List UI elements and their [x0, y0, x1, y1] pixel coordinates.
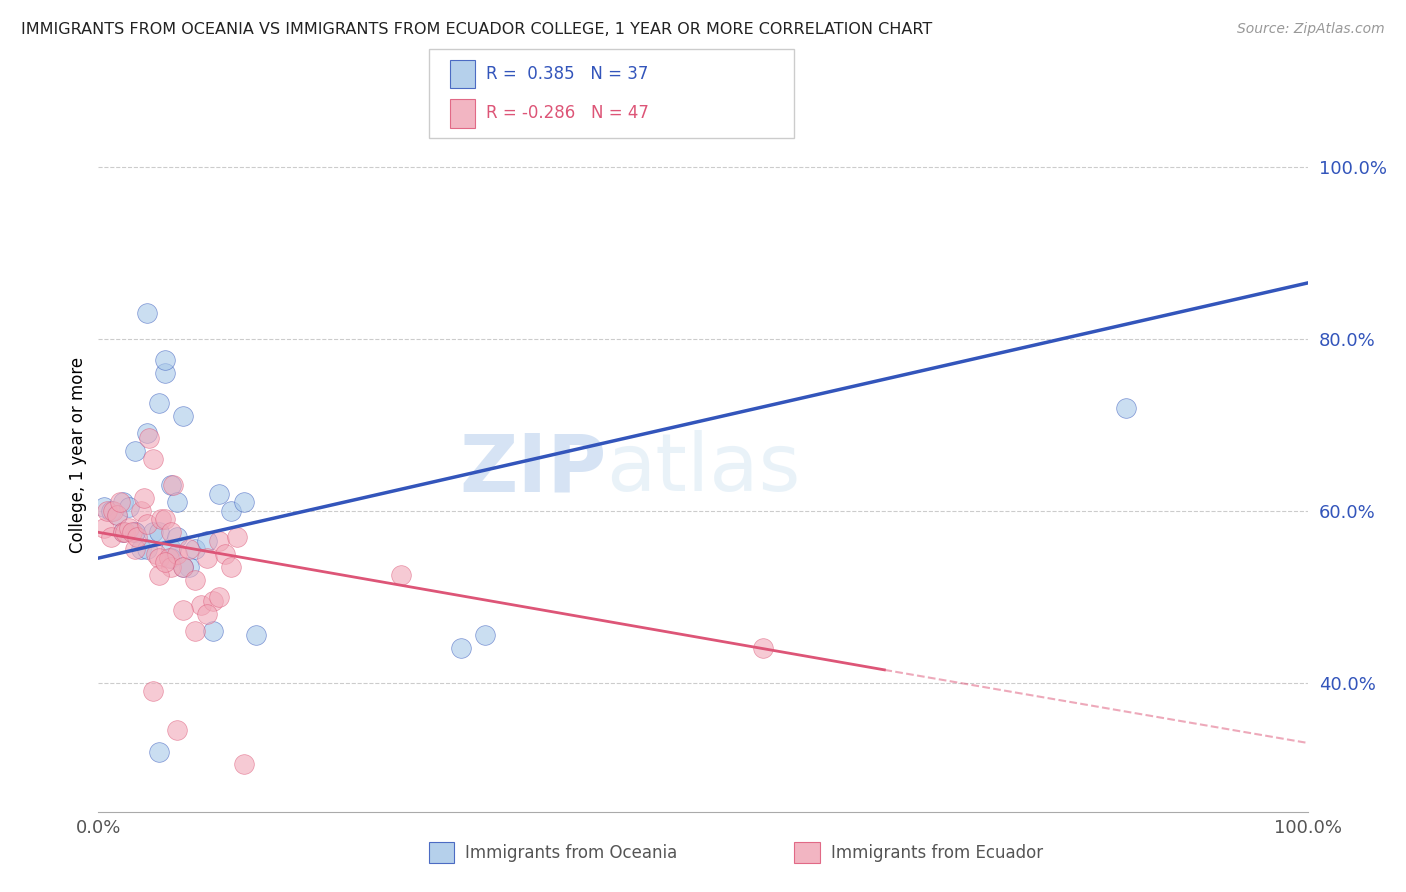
Text: Immigrants from Oceania: Immigrants from Oceania [465, 844, 678, 862]
Text: ZIP: ZIP [458, 430, 606, 508]
Point [101, 504, 124, 518]
Point [208, 590, 231, 604]
Point [179, 559, 201, 574]
Point [166, 723, 188, 737]
Point [135, 306, 157, 320]
Point [190, 599, 212, 613]
Point [93, 500, 115, 514]
Point [153, 512, 176, 526]
Point [111, 525, 134, 540]
Point [226, 530, 249, 544]
Point [245, 628, 267, 642]
Point [166, 495, 188, 509]
Point [389, 568, 412, 582]
Point [93, 521, 115, 535]
Point [114, 525, 136, 540]
Point [135, 542, 157, 557]
Point [142, 525, 165, 540]
Point [160, 478, 183, 492]
Point [179, 542, 201, 557]
Point [160, 551, 183, 566]
Point [221, 559, 243, 574]
Point [121, 525, 143, 540]
Point [752, 641, 775, 656]
Point [118, 500, 141, 514]
Point [172, 559, 194, 574]
Text: Immigrants from Ecuador: Immigrants from Ecuador [831, 844, 1043, 862]
Point [184, 624, 207, 639]
Point [195, 607, 218, 621]
Point [145, 547, 167, 561]
Point [118, 521, 141, 535]
Point [111, 495, 134, 509]
Point [202, 594, 225, 608]
Point [153, 353, 176, 368]
Point [148, 551, 170, 566]
Point [105, 508, 128, 522]
Point [157, 551, 180, 566]
Point [202, 624, 225, 639]
Point [105, 508, 128, 522]
Point [184, 573, 207, 587]
Point [162, 478, 184, 492]
Point [214, 547, 236, 561]
Text: IMMIGRANTS FROM OCEANIA VS IMMIGRANTS FROM ECUADOR COLLEGE, 1 YEAR OR MORE CORRE: IMMIGRANTS FROM OCEANIA VS IMMIGRANTS FR… [21, 22, 932, 37]
Point [108, 495, 131, 509]
Point [208, 533, 231, 548]
Text: R = -0.286   N = 47: R = -0.286 N = 47 [486, 104, 650, 122]
Point [148, 525, 170, 540]
Point [134, 491, 156, 505]
Point [148, 745, 170, 759]
Point [142, 684, 165, 698]
Point [474, 628, 496, 642]
Point [195, 533, 218, 548]
Point [148, 396, 170, 410]
Point [184, 542, 207, 557]
Point [124, 525, 146, 540]
Point [232, 757, 254, 772]
Point [135, 516, 157, 531]
Point [138, 431, 160, 445]
Point [100, 530, 122, 544]
Point [450, 641, 472, 656]
Point [160, 525, 183, 540]
Point [232, 495, 254, 509]
Text: R =  0.385   N = 37: R = 0.385 N = 37 [486, 65, 648, 83]
Point [153, 555, 176, 569]
Point [124, 525, 146, 540]
Point [124, 443, 146, 458]
Point [166, 530, 188, 544]
Point [129, 504, 152, 518]
Point [160, 559, 183, 574]
Point [172, 602, 194, 616]
Point [135, 426, 157, 441]
Point [100, 504, 122, 518]
Point [166, 547, 188, 561]
Point [96, 504, 118, 518]
Text: Source: ZipAtlas.com: Source: ZipAtlas.com [1237, 22, 1385, 37]
Y-axis label: College, 1 year or more: College, 1 year or more [69, 357, 87, 553]
Point [1115, 401, 1137, 415]
Point [150, 512, 173, 526]
Point [127, 530, 149, 544]
Point [208, 486, 231, 500]
Point [195, 551, 218, 566]
Point [124, 542, 146, 557]
Point [142, 452, 165, 467]
Point [111, 525, 134, 540]
Point [172, 409, 194, 424]
Point [129, 542, 152, 557]
Point [221, 504, 243, 518]
Point [160, 542, 183, 557]
Point [153, 366, 176, 380]
Point [148, 568, 170, 582]
Point [172, 559, 194, 574]
Text: atlas: atlas [606, 430, 800, 508]
